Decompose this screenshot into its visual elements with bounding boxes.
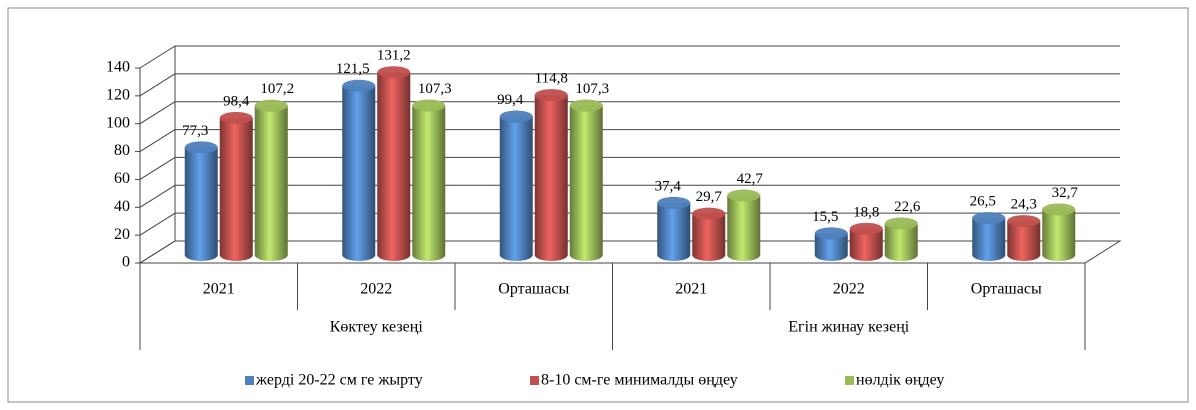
bar [342,85,376,262]
bar [534,95,568,261]
bar [1007,221,1041,261]
grid-line [139,129,176,152]
bar [184,147,218,261]
value-label: 22,6 [894,199,921,215]
grid-line [139,73,176,97]
value-label: 107,3 [575,81,609,97]
y-tick-label: 20 [114,226,130,243]
value-label: 42,7 [737,171,764,187]
bar-top [254,99,288,112]
value-label: 24,3 [1011,197,1037,213]
bar [972,218,1006,261]
value-label: 15,5 [812,209,838,225]
value-label: 107,3 [418,81,452,97]
legend-swatch [845,376,854,385]
group-label: Егін жинау кезеңі [788,319,909,336]
value-label: 37,4 [655,178,682,194]
value-label: 107,2 [260,81,294,97]
bar-top [814,227,848,240]
bar [849,228,883,261]
value-label: 77,3 [182,123,208,139]
bar [219,117,253,261]
bar [569,105,603,262]
grid-line [139,101,176,125]
grid-line [139,184,176,208]
x-tick-label: 2022 [360,281,392,298]
bar [657,202,691,261]
legend-swatch [530,376,539,385]
value-label: 29,7 [696,189,723,205]
y-tick-label: 80 [114,142,130,159]
group-label: Көктеу кезеңі [330,319,424,336]
y-tick-label: 60 [114,170,130,187]
bar-top [569,99,603,112]
value-label: 26,5 [970,194,996,210]
bar [377,72,411,261]
grid-line [139,45,176,69]
bar [499,116,533,261]
bar-top [499,110,533,123]
grid-line [139,212,176,236]
bar-top [342,79,376,92]
y-tick-label: 100 [106,114,130,131]
value-label: 99,4 [497,92,524,108]
legend-label: 8-10 см-ге минималды өңдеу [541,372,738,389]
y-tick-label: 40 [114,198,130,215]
value-label: 18,8 [853,204,879,220]
grid-line [139,240,176,264]
x-tick-label: 2021 [203,281,235,298]
x-tick-label: 2022 [833,281,865,298]
bar-top [534,89,568,102]
bar-top [849,222,883,235]
y-tick-label: 120 [106,87,130,104]
x-tick-label: 2021 [675,281,707,298]
x-tick-label: Орташасы [498,281,569,298]
value-label: 121,5 [336,61,370,77]
value-label: 32,7 [1052,185,1079,201]
bar-top [219,111,253,124]
value-label: 98,4 [223,93,250,109]
y-tick-label: 140 [106,59,130,76]
bar [692,213,726,261]
bar [1042,209,1076,261]
bar-top [657,196,691,209]
bar-top [972,212,1006,225]
bar [412,105,446,262]
bar-top [184,141,218,154]
bar-top [727,189,761,202]
legend-label: жерді 20-22 см ге жырту [255,372,423,389]
bar-top [412,99,446,112]
legend-label: нөлдік өңдеу [856,372,944,389]
grid-line [139,157,176,180]
value-label: 131,2 [377,48,411,64]
bar [254,105,288,261]
bar [884,223,918,261]
bar-top [1042,203,1076,216]
bar-top [692,207,726,220]
bar [814,233,848,261]
bar-top [884,217,918,230]
x-tick-label: Орташасы [971,281,1042,298]
legend-swatch [245,376,254,385]
bar [727,195,761,261]
bar-top [377,66,411,79]
y-tick-label: 0 [122,254,130,271]
value-label: 114,8 [535,71,568,87]
bar-top [1007,215,1041,228]
